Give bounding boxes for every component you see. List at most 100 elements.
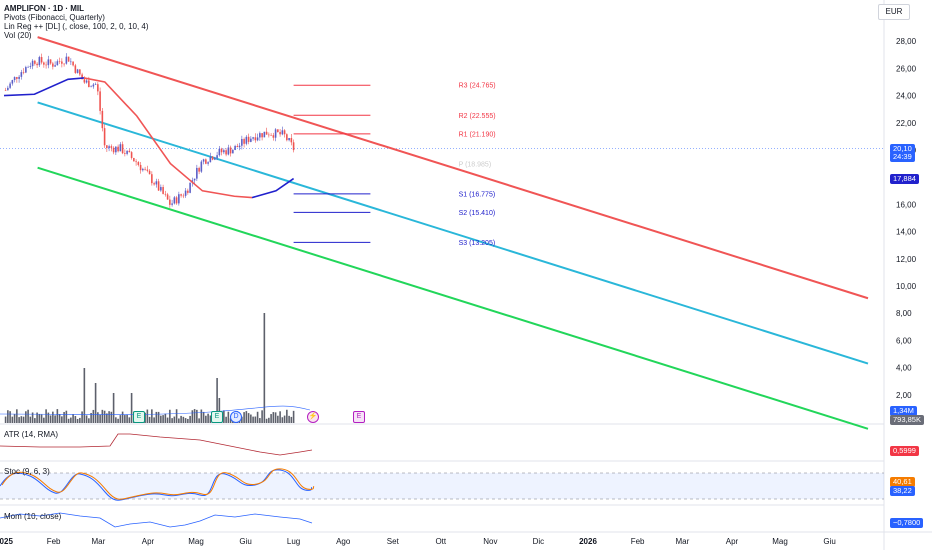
pivot-label: P (18.985) xyxy=(459,161,492,168)
earnings-marker[interactable]: E xyxy=(211,411,223,423)
volume-bar xyxy=(274,412,277,423)
candle-body xyxy=(103,128,106,146)
ma-blue-curve xyxy=(3,77,85,97)
candle-body xyxy=(142,168,144,171)
candle-body xyxy=(220,148,223,153)
volume-bar xyxy=(243,412,245,423)
currency-button[interactable]: EUR xyxy=(878,4,910,20)
candle-body xyxy=(54,65,56,67)
volume-bar xyxy=(209,415,212,423)
volume-bar xyxy=(4,416,7,423)
y-tick-label: 28,00 xyxy=(896,37,917,46)
volume-bar xyxy=(290,416,293,423)
volume-bar xyxy=(178,418,180,423)
volume-bar xyxy=(180,415,182,423)
volume-bar xyxy=(63,412,65,423)
candle-body xyxy=(124,153,126,154)
pivot-label: S2 (15.410) xyxy=(459,210,496,217)
candle-body xyxy=(274,129,277,138)
linreg-lower-line xyxy=(37,166,869,430)
volume-bar xyxy=(54,415,56,423)
candle-body xyxy=(90,86,92,88)
volume-bar xyxy=(261,410,263,423)
candle-body xyxy=(16,77,18,79)
volume-bar xyxy=(279,411,281,423)
y-tick-label: 16,00 xyxy=(896,200,917,209)
candle-body xyxy=(227,147,230,155)
y-tick-label: 10,00 xyxy=(896,282,917,291)
candle-body xyxy=(61,61,63,64)
volume-bar xyxy=(175,409,178,423)
candle-body xyxy=(22,72,25,73)
candle-body xyxy=(205,159,207,164)
atr-pane-label[interactable]: ATR (14, RMA) xyxy=(4,430,59,439)
candle-body xyxy=(261,133,263,138)
volume-bar xyxy=(97,412,99,423)
x-tick-label: Apr xyxy=(726,537,739,546)
volume-bar xyxy=(202,411,205,423)
candle-body xyxy=(9,83,11,88)
candle-body xyxy=(279,132,281,135)
volume-bar xyxy=(263,313,266,423)
candle-body xyxy=(121,144,124,154)
countdown-badge: 24:39 xyxy=(890,152,915,162)
volume-bar xyxy=(94,383,97,423)
volume-bar xyxy=(61,416,63,423)
volume-bar xyxy=(187,418,189,423)
y-tick-label: 6,00 xyxy=(896,336,912,345)
volume-bar xyxy=(196,409,198,423)
candle-body xyxy=(52,63,54,67)
volume-bar xyxy=(245,411,248,423)
flash-event-icon[interactable]: ⚡ xyxy=(307,411,319,423)
volume-bar xyxy=(225,416,227,423)
x-tick-label: Mar xyxy=(92,537,106,546)
candle-body xyxy=(223,150,225,153)
candle-body xyxy=(270,135,272,136)
candle-body xyxy=(196,167,198,179)
volume-bar xyxy=(272,412,275,423)
candle-body xyxy=(97,84,99,92)
candle-body xyxy=(27,67,29,68)
candle-body xyxy=(88,80,90,88)
stoch-pane-label[interactable]: Stoc (9, 6, 3) xyxy=(4,467,50,476)
candle-body xyxy=(146,169,149,171)
candle-body xyxy=(92,84,95,87)
momentum-pane-label[interactable]: Mom (10, close) xyxy=(4,512,62,521)
earnings-marker[interactable]: E xyxy=(353,411,365,423)
volume-indicator-label[interactable]: Vol (20) xyxy=(4,31,32,40)
candle-body xyxy=(81,74,83,80)
candle-body xyxy=(128,150,131,153)
linreg-indicator-label[interactable]: Lin Reg ++ [DL] (, close, 100, 2, 0, 10,… xyxy=(4,22,149,31)
candle-body xyxy=(130,152,133,158)
volume-bar xyxy=(25,411,27,423)
candle-body xyxy=(126,150,128,154)
candle-body xyxy=(79,69,81,75)
dividend-marker[interactable]: D xyxy=(230,411,242,423)
volume-bar xyxy=(286,409,288,423)
volume-bar xyxy=(40,414,43,423)
volume-bar xyxy=(216,378,218,423)
candle-body xyxy=(110,146,113,148)
volume-bar xyxy=(31,412,34,423)
earnings-marker[interactable]: E xyxy=(133,411,145,423)
volume-bar xyxy=(155,411,158,423)
x-tick-label: Apr xyxy=(142,537,155,546)
volume-bar xyxy=(128,417,131,423)
volume-bar xyxy=(11,416,14,423)
volume-bar xyxy=(76,418,79,423)
symbol-title[interactable]: AMPLIFON · 1D · MIL xyxy=(4,4,84,13)
pivots-indicator-label[interactable]: Pivots (Fibonacci, Quarterly) xyxy=(4,13,105,22)
candle-body xyxy=(169,199,171,205)
candle-body xyxy=(13,77,16,81)
volume-bar xyxy=(182,416,185,423)
volume-bar xyxy=(27,409,29,423)
candle-body xyxy=(133,157,135,162)
volume-bar xyxy=(72,414,74,423)
candle-body xyxy=(144,168,146,170)
volume-bar xyxy=(110,411,113,423)
candle-body xyxy=(283,130,286,135)
candle-body xyxy=(65,56,68,64)
volume-bar xyxy=(146,409,149,423)
candle-body xyxy=(288,137,290,141)
